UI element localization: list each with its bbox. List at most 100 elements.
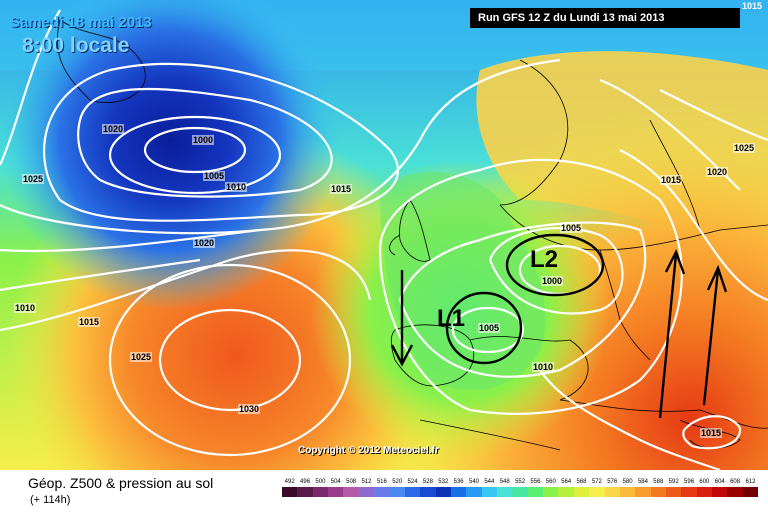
isobar-1000	[143, 126, 247, 174]
scale-swatch	[297, 487, 313, 497]
isobar-1020-north	[0, 58, 561, 235]
isobar-label: 1015	[660, 175, 683, 185]
scale-value: 548	[499, 479, 510, 485]
run-info: Run GFS 12 Z du Lundi 13 mai 2013	[470, 8, 740, 28]
scale-swatch	[543, 487, 559, 497]
scale-value: 516	[376, 479, 387, 485]
isobar-1005-low1	[451, 306, 525, 354]
scale-value: 556	[530, 479, 541, 485]
isobar-label: 1020	[706, 167, 729, 177]
scale-swatch	[712, 487, 728, 497]
scale-value: 528	[422, 479, 433, 485]
isobar-1005	[108, 115, 282, 195]
isobar-label: 1015	[330, 184, 353, 194]
scale-value: 512	[361, 479, 372, 485]
scale-value: 572	[591, 479, 602, 485]
low-label-2: L2	[530, 246, 558, 274]
isobars	[0, 9, 768, 470]
color-scale: 492 496 500 504 508 512 516 520 524 528 532 536 540 5…	[282, 478, 759, 508]
isobar-1010-trough	[398, 221, 647, 378]
arrow-north-2-shaft	[702, 269, 720, 406]
scale-value: 576	[607, 479, 618, 485]
low-circle-1	[445, 291, 523, 365]
scale-swatch	[742, 487, 759, 497]
low-letter: L	[437, 305, 452, 332]
scale-value: 580	[622, 479, 633, 485]
weather-map	[0, 0, 768, 470]
scale-swatch	[604, 487, 620, 497]
isobar-label: 1025	[130, 352, 153, 362]
scale-swatch	[466, 487, 482, 497]
isobar-label: 1010	[532, 362, 555, 372]
scale-value: 584	[637, 479, 648, 485]
isobar-label: 1010	[225, 182, 248, 192]
scale-value: 524	[407, 479, 418, 485]
scale-swatch	[665, 487, 682, 497]
scale-swatch	[481, 487, 498, 497]
lead-time-label: (+ 114h)	[30, 494, 71, 506]
isobar-1025-north	[0, 9, 61, 166]
scale-swatch	[343, 487, 359, 497]
isobar-label: 1020	[193, 238, 216, 248]
isobar-1030	[158, 308, 302, 412]
scale-value: 568	[576, 479, 587, 485]
scale-value: 596	[684, 479, 695, 485]
scale-value: 500	[315, 479, 326, 485]
arrow-north-1-head	[664, 248, 686, 275]
scale-swatch	[389, 487, 405, 497]
scale-value: 592	[668, 479, 679, 485]
scale-swatch	[635, 487, 651, 497]
copyright: Copyright © 2012 Meteociel.fr	[298, 445, 439, 456]
isobar-1025-high	[108, 263, 352, 457]
isobar-1025-east	[659, 89, 768, 142]
scale-swatches	[282, 487, 759, 497]
scale-value: 532	[438, 479, 449, 485]
scale-value: 496	[300, 479, 311, 485]
isobar-1010	[77, 87, 333, 198]
scale-value: 612	[745, 479, 756, 485]
isobar-1015-bottom	[682, 415, 742, 450]
scale-value: 600	[699, 479, 710, 485]
scale-value: 540	[468, 479, 479, 485]
scale-swatch	[573, 487, 590, 497]
low-letter: L	[530, 246, 545, 273]
scale-swatch	[696, 487, 713, 497]
arrow-north-2-head	[706, 264, 728, 293]
field-label: Géop. Z500 & pression au sol	[28, 475, 214, 491]
isobar-label: 1010	[14, 303, 37, 313]
low-circle-2	[505, 233, 605, 297]
isobar-1010-west	[0, 258, 201, 292]
isobar-1005-low2	[488, 227, 624, 315]
isobar-label: 1005	[203, 171, 226, 181]
scale-swatch	[681, 487, 697, 497]
scale-value: 508	[346, 479, 357, 485]
scale-value: 492	[284, 479, 295, 485]
isobar-label: 1025	[22, 174, 45, 184]
scale-swatch	[358, 487, 375, 497]
low-pressure-circles	[445, 233, 605, 365]
forecast-date: Samedi 18 mai 2013	[10, 14, 152, 31]
scale-swatch	[497, 487, 513, 497]
scale-swatch	[558, 487, 574, 497]
scale-value: 560	[545, 479, 556, 485]
isobar-label: 1005	[478, 323, 501, 333]
isobar-1015-west	[0, 249, 372, 332]
isobar-1010-se	[539, 369, 721, 470]
scale-swatch	[312, 487, 329, 497]
isobar-label: 1025	[733, 143, 756, 153]
flow-arrows	[390, 248, 728, 419]
scale-swatch	[589, 487, 605, 497]
isobar-label: 1020	[102, 124, 125, 134]
isobar-1015-central	[378, 158, 683, 415]
isobar-label: 1015	[700, 428, 723, 438]
isobar-label: 1015	[78, 317, 101, 327]
isobar-label: 1000	[541, 276, 564, 286]
isobar-label: 1005	[560, 223, 583, 233]
corner-isobar-label: 1015	[742, 1, 763, 11]
low-number: 1	[451, 305, 466, 332]
scale-swatch	[435, 487, 451, 497]
scale-labels: 492 496 500 504 508 512 516 520 524 528 532 536 540 5…	[282, 478, 758, 487]
scale-swatch	[282, 487, 298, 497]
isobar-1020-west	[0, 228, 261, 253]
scale-value: 520	[392, 479, 403, 485]
